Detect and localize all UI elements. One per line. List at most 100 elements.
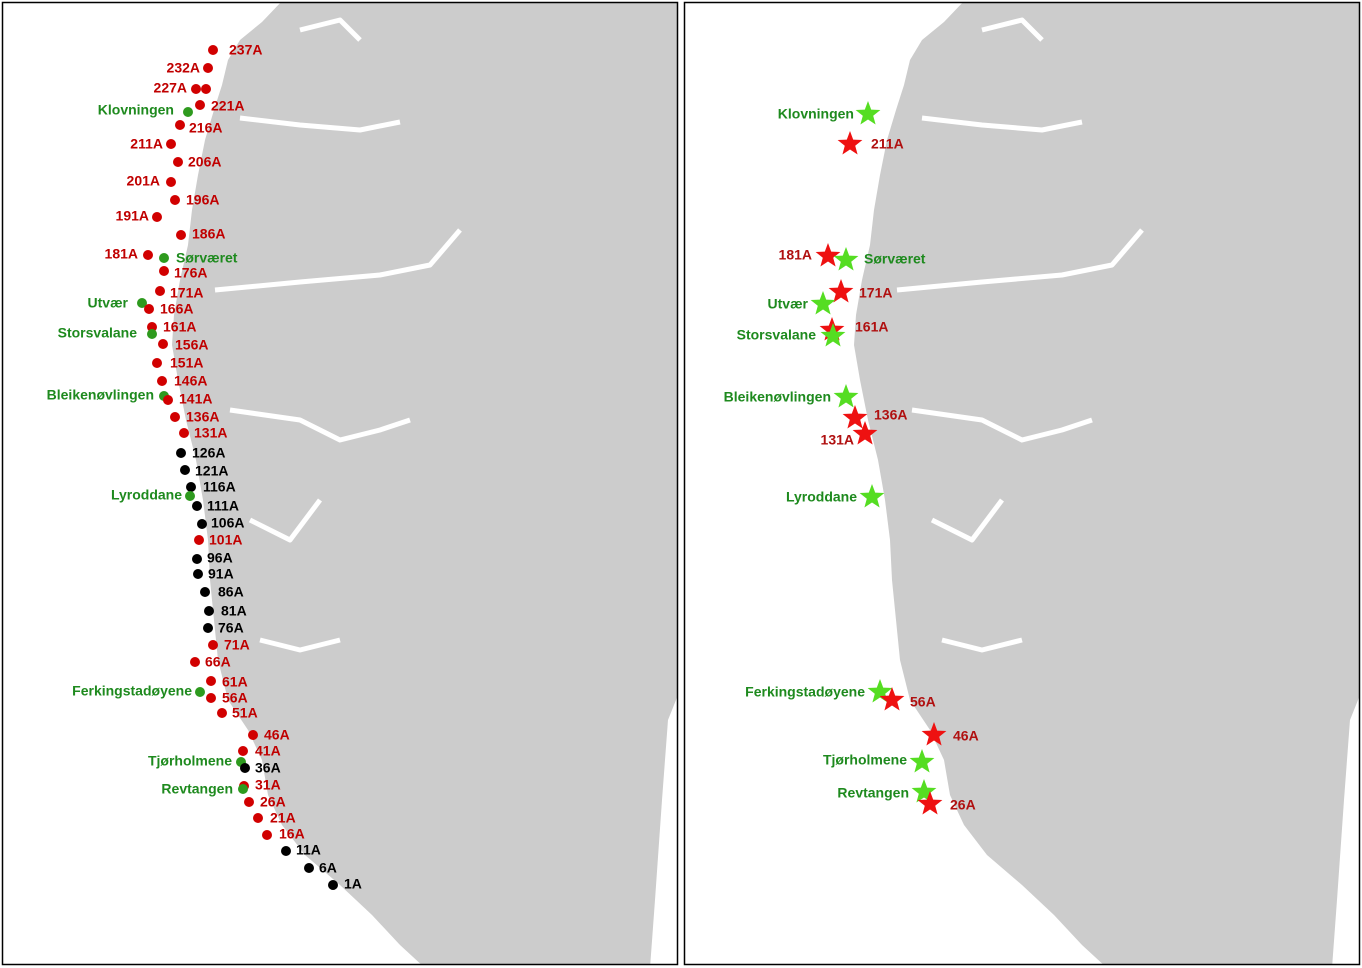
station-label: 181A xyxy=(105,246,138,262)
station-label: Storsvalane xyxy=(58,325,138,341)
station-label: 36A xyxy=(255,760,281,776)
station-label: 71A xyxy=(224,637,250,653)
station-label: 66A xyxy=(205,654,231,670)
station-label: Klovningen xyxy=(778,106,854,122)
station-marker xyxy=(166,177,176,187)
station-label: Klovningen xyxy=(98,102,174,118)
station-label: 166A xyxy=(160,301,193,317)
station-label: 81A xyxy=(221,603,247,619)
station-marker xyxy=(193,569,203,579)
station-label: 61A xyxy=(222,674,248,690)
station-marker xyxy=(244,797,254,807)
station-marker xyxy=(911,779,937,803)
fjord xyxy=(248,498,322,543)
station-marker xyxy=(203,623,213,633)
station-marker xyxy=(192,501,202,511)
station-marker xyxy=(855,101,881,125)
station-marker xyxy=(180,465,190,475)
station-marker xyxy=(203,63,213,73)
station-label: Storsvalane xyxy=(737,327,817,343)
station-label: 46A xyxy=(264,727,290,743)
station-marker xyxy=(143,250,153,260)
station-marker xyxy=(176,230,186,240)
fjord xyxy=(921,115,1083,133)
station-label: Lyroddane xyxy=(111,487,182,503)
station-marker xyxy=(837,131,863,155)
panel-frame xyxy=(1,1,679,966)
station-label: 136A xyxy=(874,407,907,423)
station-marker xyxy=(208,45,218,55)
land xyxy=(854,3,1359,964)
station-label: 131A xyxy=(194,425,227,441)
station-label: 216A xyxy=(189,120,222,136)
station-marker xyxy=(158,339,168,349)
station-label: 171A xyxy=(170,285,203,301)
land xyxy=(172,3,677,964)
station-label: 101A xyxy=(209,532,242,548)
station-marker xyxy=(921,722,947,746)
station-marker xyxy=(195,100,205,110)
station-marker xyxy=(186,482,196,492)
station-marker xyxy=(175,120,185,130)
station-marker xyxy=(152,212,162,222)
station-marker xyxy=(867,679,893,703)
station-marker xyxy=(190,657,200,667)
station-label: 151A xyxy=(170,355,203,371)
station-marker xyxy=(833,384,859,408)
station-label: 237A xyxy=(229,42,262,58)
station-label: Tjørholmene xyxy=(148,753,232,769)
station-marker xyxy=(815,243,841,267)
station-label: 26A xyxy=(950,797,976,813)
station-label: 116A xyxy=(203,479,236,495)
station-marker xyxy=(262,830,272,840)
station-marker xyxy=(909,749,935,773)
station-marker xyxy=(217,708,227,718)
station-label: 76A xyxy=(218,620,244,636)
station-label: 181A xyxy=(779,247,812,263)
station-marker xyxy=(144,304,154,314)
fjord xyxy=(214,228,462,293)
station-marker xyxy=(147,329,157,339)
station-label: Ferkingstadøyene xyxy=(72,683,192,699)
station-label: 176A xyxy=(174,265,207,281)
station-label: Utvær xyxy=(768,296,809,312)
fjord xyxy=(911,407,1093,443)
station-label: 211A xyxy=(130,136,163,152)
station-marker xyxy=(842,405,868,429)
station-label: 31A xyxy=(255,777,281,793)
fjord xyxy=(896,228,1144,293)
station-marker xyxy=(152,358,162,368)
station-marker xyxy=(163,395,173,405)
fjord xyxy=(981,17,1044,42)
station-marker xyxy=(820,323,846,347)
fjord xyxy=(941,637,1023,653)
station-marker xyxy=(204,606,214,616)
station-label: 1A xyxy=(344,876,362,892)
station-marker xyxy=(185,491,195,501)
station-marker xyxy=(195,687,205,697)
station-marker xyxy=(328,880,338,890)
station-marker xyxy=(200,587,210,597)
station-marker xyxy=(281,846,291,856)
station-label: 56A xyxy=(910,694,936,710)
station-label: 186A xyxy=(192,226,225,242)
station-marker xyxy=(810,291,836,315)
station-label: Bleikenøvlingen xyxy=(47,387,154,403)
station-label: 56A xyxy=(222,690,248,706)
station-label: 6A xyxy=(319,860,337,876)
station-marker xyxy=(201,84,211,94)
station-marker xyxy=(159,266,169,276)
station-marker xyxy=(194,535,204,545)
station-label: 26A xyxy=(260,794,286,810)
station-marker xyxy=(238,784,248,794)
station-marker xyxy=(206,693,216,703)
station-label: 131A xyxy=(821,432,854,448)
station-marker xyxy=(170,412,180,422)
station-marker xyxy=(137,298,147,308)
station-label: 41A xyxy=(255,743,281,759)
fjord xyxy=(259,637,341,653)
station-label: 141A xyxy=(179,391,212,407)
station-label: 161A xyxy=(855,319,888,335)
station-label: Tjørholmene xyxy=(823,752,907,768)
station-label: 211A xyxy=(871,136,904,152)
